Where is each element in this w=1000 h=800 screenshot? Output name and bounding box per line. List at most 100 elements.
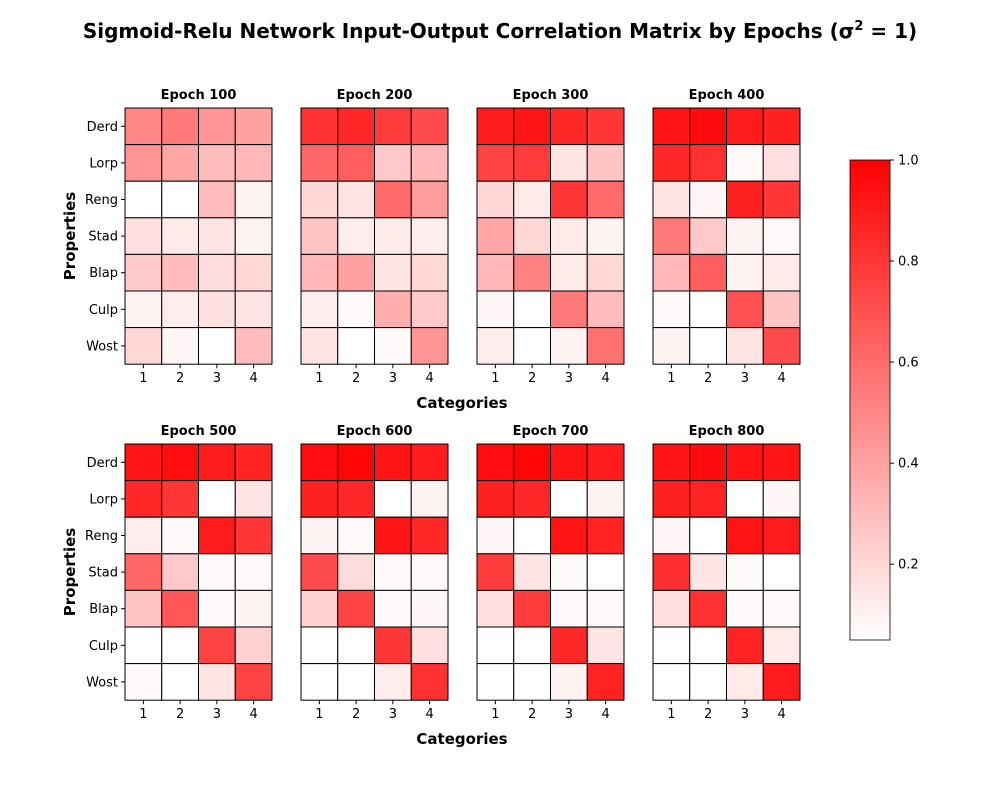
y-tick-label: Lorp — [89, 156, 118, 171]
heatmap-cell — [726, 443, 764, 482]
heatmap-cell — [198, 480, 236, 518]
x-tick-label: 2 — [704, 707, 712, 722]
x-tick-label: 2 — [528, 371, 536, 386]
x-tick-label: 4 — [249, 371, 257, 386]
heatmap-cell — [161, 107, 199, 146]
x-tick-label: 4 — [425, 371, 433, 386]
heatmap-cell — [513, 516, 551, 555]
heatmap-cell — [124, 553, 163, 591]
heatmap-cell — [374, 180, 412, 219]
heatmap-cell — [652, 144, 691, 182]
heatmap-cell — [124, 144, 163, 182]
heatmap-cell — [652, 107, 691, 146]
x-tick-label: 2 — [352, 707, 360, 722]
heatmap-cell — [726, 553, 764, 591]
heatmap-cell — [762, 290, 801, 329]
heatmap-cell — [198, 626, 236, 665]
heatmap-cell — [234, 480, 273, 518]
x-tick-label: 4 — [601, 371, 609, 386]
x-tick-label: 1 — [139, 371, 147, 386]
heatmap-cell — [234, 553, 273, 591]
x-tick-label: 2 — [176, 707, 184, 722]
heatmap-cell — [198, 553, 236, 591]
heatmap-cell — [300, 290, 339, 329]
heatmap-cell — [762, 443, 801, 482]
heatmap-cell — [161, 180, 199, 219]
heatmap-cell — [652, 290, 691, 329]
heatmap-cell — [300, 144, 339, 182]
heatmap-cell — [513, 663, 551, 701]
y-tick-label: Stad — [88, 566, 118, 581]
x-tick-label: 2 — [176, 371, 184, 386]
panel-title: Epoch 400 — [689, 88, 765, 103]
heatmap-cell — [726, 516, 764, 555]
heatmap-cell — [234, 144, 273, 182]
heatmap-cell — [374, 626, 412, 665]
heatmap-cell — [689, 107, 727, 146]
heatmap-cell — [762, 589, 801, 628]
heatmap-cell — [124, 480, 163, 518]
heatmap-cell — [337, 589, 375, 628]
heatmap-cell — [550, 107, 588, 146]
x-tick-label: 1 — [315, 371, 323, 386]
heatmap-cell — [300, 589, 339, 628]
heatmap-cell — [726, 107, 764, 146]
heatmap-cell — [410, 327, 449, 365]
chart-title-suffix: = 1) — [863, 19, 917, 43]
heatmap-cell — [337, 180, 375, 219]
heatmap-cell — [476, 589, 515, 628]
heatmap-cell — [476, 107, 515, 146]
heatmap-cell — [586, 180, 625, 219]
heatmap-cell — [410, 290, 449, 329]
heatmap-cell — [124, 327, 163, 365]
heatmap-cell — [476, 144, 515, 182]
x-tick-label: 4 — [601, 707, 609, 722]
heatmap-cell — [726, 589, 764, 628]
panel-title: Epoch 700 — [513, 424, 589, 439]
heatmap-cell — [689, 290, 727, 329]
heatmap-cell — [762, 107, 801, 146]
x-tick-label: 2 — [704, 371, 712, 386]
heatmap-cell — [337, 443, 375, 482]
heatmap-panel: Epoch 300 1 2 3 4 — [476, 88, 625, 386]
heatmap-cell — [586, 589, 625, 628]
heatmap-cell — [198, 443, 236, 482]
x-tick-label: 3 — [565, 707, 573, 722]
x-tick-label: 3 — [565, 371, 573, 386]
heatmap-cell — [337, 217, 375, 255]
y-tick-label: Reng — [85, 529, 118, 544]
heatmap-cell — [300, 107, 339, 146]
panel-title: Epoch 600 — [337, 424, 413, 439]
x-tick-label: 1 — [667, 371, 675, 386]
heatmap-cell — [652, 553, 691, 591]
x-tick-label: 3 — [389, 707, 397, 722]
heatmap-cell — [374, 553, 412, 591]
heatmap-cell — [652, 253, 691, 292]
heatmap-cell — [586, 663, 625, 701]
heatmap-cell — [513, 626, 551, 665]
heatmap-cell — [550, 589, 588, 628]
heatmap-cell — [410, 217, 449, 255]
heatmap-cell — [586, 553, 625, 591]
heatmap-cell — [374, 253, 412, 292]
heatmap-panel: Epoch 800 1 2 3 4 — [652, 424, 801, 722]
heatmap-cell — [652, 180, 691, 219]
heatmap-cell — [374, 327, 412, 365]
heatmap-cell — [726, 253, 764, 292]
heatmap-cell — [374, 663, 412, 701]
x-axis-label-bottom: Categories — [416, 730, 507, 748]
heatmap-cell — [337, 516, 375, 555]
x-tick-label: 3 — [741, 371, 749, 386]
x-tick-label: 4 — [777, 371, 785, 386]
heatmap-cell — [550, 480, 588, 518]
x-tick-label: 1 — [315, 707, 323, 722]
heatmap-cell — [337, 253, 375, 292]
heatmap-cell — [652, 663, 691, 701]
heatmap-cell — [161, 443, 199, 482]
heatmap-cell — [124, 626, 163, 665]
heatmap-cell — [161, 516, 199, 555]
heatmap-cell — [300, 480, 339, 518]
heatmap-cell — [726, 480, 764, 518]
heatmap-cell — [161, 589, 199, 628]
